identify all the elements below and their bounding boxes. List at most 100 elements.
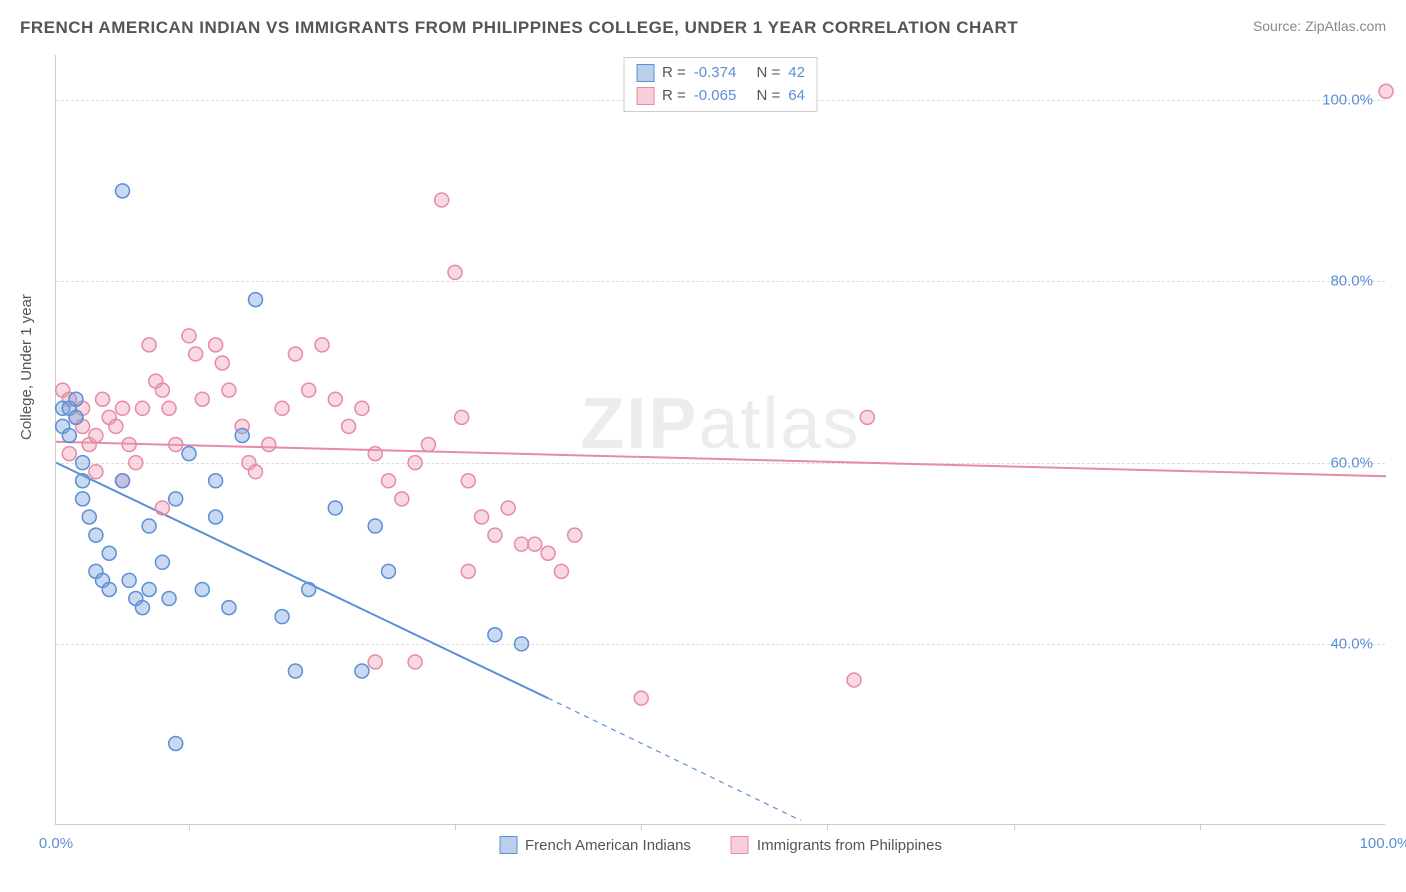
data-point (102, 582, 116, 596)
data-point (554, 564, 568, 578)
data-point (302, 383, 316, 397)
legend-row-pink: R = -0.065 N = 64 (636, 85, 805, 108)
data-point (96, 392, 110, 406)
data-point (69, 410, 83, 424)
data-point (368, 519, 382, 533)
data-point (169, 438, 183, 452)
data-point (222, 601, 236, 615)
data-point (182, 447, 196, 461)
data-point (116, 474, 130, 488)
data-point (634, 691, 648, 705)
data-point (116, 184, 130, 198)
chart-area: ZIPatlas 40.0%60.0%80.0%100.0% R = -0.37… (55, 55, 1385, 825)
data-point (62, 428, 76, 442)
data-point (155, 383, 169, 397)
data-point (116, 401, 130, 415)
data-point (215, 356, 229, 370)
data-point (162, 592, 176, 606)
x-tick-mark (1200, 824, 1201, 830)
data-point (155, 555, 169, 569)
data-point (461, 474, 475, 488)
data-point (541, 546, 555, 560)
data-point (515, 637, 529, 651)
swatch-blue-icon (499, 836, 517, 854)
n-value-blue: 42 (788, 62, 805, 85)
data-point (501, 501, 515, 515)
data-point (249, 465, 263, 479)
data-point (315, 338, 329, 352)
data-point (302, 582, 316, 596)
data-point (109, 419, 123, 433)
data-point (76, 474, 90, 488)
scatter-plot (56, 55, 1385, 824)
data-point (475, 510, 489, 524)
chart-title: FRENCH AMERICAN INDIAN VS IMMIGRANTS FRO… (20, 18, 1018, 37)
data-point (355, 664, 369, 678)
series-legend: French American Indians Immigrants from … (499, 836, 942, 854)
data-point (169, 736, 183, 750)
data-point (355, 401, 369, 415)
trend-line-extrapolated (548, 698, 801, 820)
x-tick-mark (827, 824, 828, 830)
data-point (135, 601, 149, 615)
x-tick-max: 100.0% (1360, 835, 1406, 852)
data-point (89, 465, 103, 479)
data-point (288, 347, 302, 361)
x-tick-mark (189, 824, 190, 830)
series-label-blue: French American Indians (525, 837, 691, 854)
x-tick-mark (641, 824, 642, 830)
r-value-pink: -0.065 (694, 85, 737, 108)
data-point (189, 347, 203, 361)
data-point (288, 664, 302, 678)
data-point (129, 456, 143, 470)
data-point (275, 401, 289, 415)
x-tick-mark (455, 824, 456, 830)
data-point (368, 655, 382, 669)
data-point (528, 537, 542, 551)
data-point (89, 428, 103, 442)
series-label-pink: Immigrants from Philippines (757, 837, 942, 854)
data-point (169, 492, 183, 506)
data-point (209, 338, 223, 352)
swatch-blue-icon (636, 64, 654, 82)
data-point (89, 528, 103, 542)
data-point (209, 510, 223, 524)
source-label: Source: ZipAtlas.com (1253, 18, 1386, 34)
data-point (568, 528, 582, 542)
data-point (328, 392, 342, 406)
r-value-blue: -0.374 (694, 62, 737, 85)
data-point (847, 673, 861, 687)
data-point (182, 329, 196, 343)
data-point (195, 392, 209, 406)
legend-row-blue: R = -0.374 N = 42 (636, 62, 805, 85)
data-point (222, 383, 236, 397)
data-point (195, 582, 209, 596)
data-point (382, 564, 396, 578)
data-point (122, 438, 136, 452)
data-point (408, 456, 422, 470)
data-point (235, 428, 249, 442)
data-point (155, 501, 169, 515)
data-point (76, 492, 90, 506)
data-point (275, 610, 289, 624)
data-point (435, 193, 449, 207)
correlation-legend: R = -0.374 N = 42 R = -0.065 N = 64 (623, 57, 818, 112)
data-point (262, 438, 276, 452)
data-point (162, 401, 176, 415)
data-point (342, 419, 356, 433)
data-point (395, 492, 409, 506)
data-point (408, 655, 422, 669)
data-point (382, 474, 396, 488)
data-point (860, 410, 874, 424)
data-point (249, 293, 263, 307)
data-point (1379, 84, 1393, 98)
data-point (515, 537, 529, 551)
data-point (76, 456, 90, 470)
data-point (488, 628, 502, 642)
data-point (328, 501, 342, 515)
swatch-pink-icon (731, 836, 749, 854)
n-value-pink: 64 (788, 85, 805, 108)
data-point (455, 410, 469, 424)
data-point (368, 447, 382, 461)
data-point (82, 510, 96, 524)
